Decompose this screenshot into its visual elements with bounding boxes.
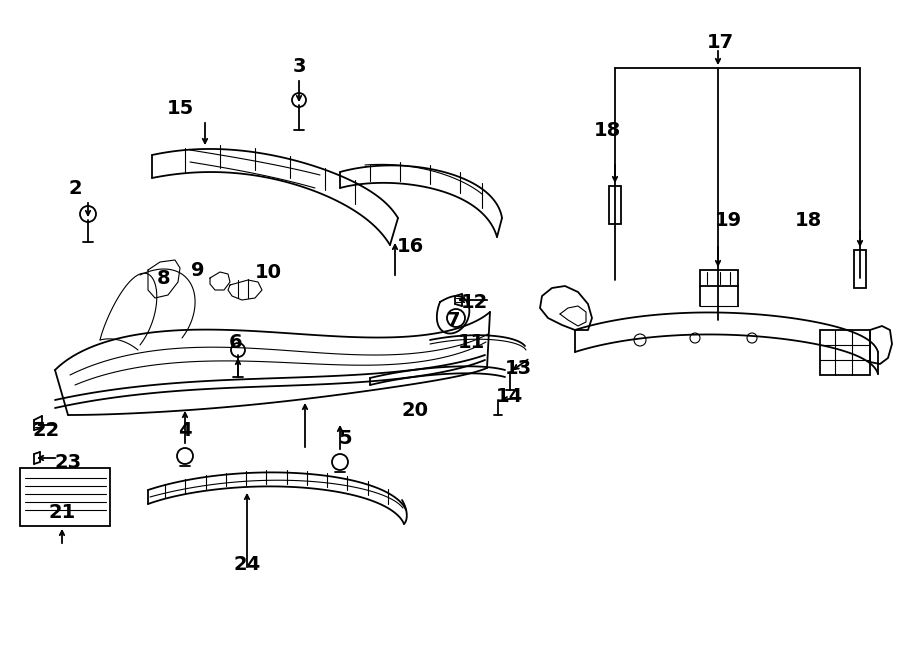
Text: 24: 24 <box>233 555 261 574</box>
Text: 7: 7 <box>447 311 461 329</box>
Text: 16: 16 <box>396 237 424 256</box>
Text: 22: 22 <box>32 420 59 440</box>
Text: 13: 13 <box>504 360 532 379</box>
Text: 6: 6 <box>230 332 243 352</box>
Text: 21: 21 <box>49 502 76 522</box>
Text: 20: 20 <box>401 401 428 420</box>
Text: 2: 2 <box>68 178 82 198</box>
Text: 10: 10 <box>255 262 282 282</box>
Text: 18: 18 <box>593 120 621 139</box>
Text: 15: 15 <box>166 98 194 118</box>
Text: 9: 9 <box>191 260 205 280</box>
Text: 18: 18 <box>795 210 822 229</box>
Text: 3: 3 <box>292 56 306 75</box>
Bar <box>854 250 866 288</box>
Text: 11: 11 <box>457 334 484 352</box>
Text: 19: 19 <box>715 210 742 229</box>
Text: 23: 23 <box>54 453 82 471</box>
Text: 12: 12 <box>461 293 488 313</box>
Text: 4: 4 <box>178 420 192 440</box>
Text: 8: 8 <box>158 268 171 288</box>
Text: 14: 14 <box>495 387 523 405</box>
Bar <box>820 330 870 375</box>
Text: 17: 17 <box>706 32 733 52</box>
Text: 5: 5 <box>338 428 352 447</box>
Bar <box>609 186 621 224</box>
Bar <box>700 270 738 286</box>
Bar <box>20 468 110 526</box>
